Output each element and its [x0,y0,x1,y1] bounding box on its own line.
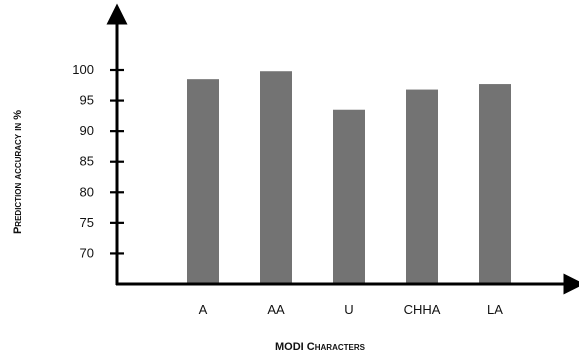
y-tick-label-85: 85 [80,154,94,169]
bar-a [187,79,219,285]
y-axis-title: Prediction accuracy in % [12,110,24,234]
y-ticks-layer: 70 75 80 85 90 95 100 [72,62,124,260]
x-tick-label-chha: CHHA [404,302,441,317]
y-tick-label-95: 95 [80,93,94,108]
x-tick-labels-layer: A AA U CHHA LA [199,302,504,317]
y-tick-label-80: 80 [80,184,94,199]
bars-layer [187,71,511,285]
x-tick-label-aa: AA [267,302,285,317]
bar-chha [406,89,438,285]
y-tick-label-100: 100 [72,62,94,77]
bar-aa [260,71,292,284]
x-tick-label-a: A [199,302,208,317]
x-axis-title: MODI Characters [275,341,366,351]
x-tick-label-u: U [344,302,353,317]
x-tick-label-la: LA [487,302,503,317]
axes-layer [106,3,579,295]
y-tick-label-90: 90 [80,123,94,138]
bar-u [333,109,365,284]
y-tick-label-70: 70 [80,245,94,260]
bar-la [479,84,511,284]
y-tick-label-75: 75 [80,215,94,230]
